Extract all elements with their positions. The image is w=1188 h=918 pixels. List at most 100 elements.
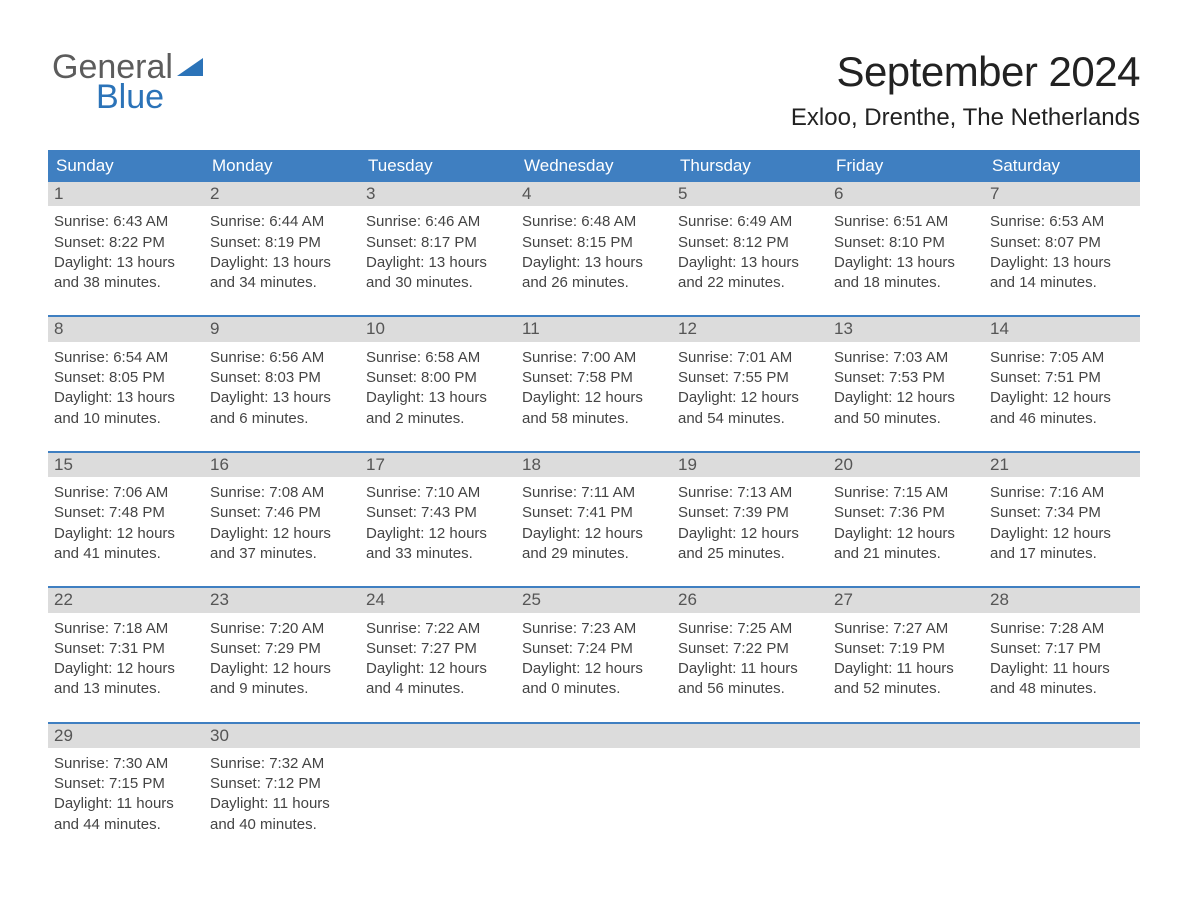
weekday-header: Saturday [984, 150, 1140, 182]
day-day1: Daylight: 11 hours [210, 794, 354, 814]
day-number: 1 [48, 182, 204, 206]
day-day2: and 48 minutes. [990, 679, 1134, 699]
day-day2: and 18 minutes. [834, 273, 978, 293]
day-sunset: Sunset: 7:55 PM [678, 368, 822, 388]
day-sunrise: Sunrise: 6:49 AM [678, 212, 822, 232]
day-sunrise: Sunrise: 7:00 AM [522, 348, 666, 368]
day-sunrise: Sunrise: 7:30 AM [54, 754, 198, 774]
day-cell: Sunrise: 6:56 AMSunset: 8:03 PMDaylight:… [204, 342, 360, 429]
day-sunset: Sunset: 7:48 PM [54, 503, 198, 523]
day-number: 15 [48, 453, 204, 477]
day-day2: and 26 minutes. [522, 273, 666, 293]
day-day2: and 41 minutes. [54, 544, 198, 564]
day-day1: Daylight: 12 hours [210, 659, 354, 679]
day-day1: Daylight: 12 hours [834, 524, 978, 544]
day-day1: Daylight: 13 hours [834, 253, 978, 273]
brand-logo: General Blue [48, 48, 203, 115]
day-cell: Sunrise: 6:54 AMSunset: 8:05 PMDaylight:… [48, 342, 204, 429]
day-day2: and 37 minutes. [210, 544, 354, 564]
day-sunrise: Sunrise: 6:53 AM [990, 212, 1134, 232]
day-sunrise: Sunrise: 7:20 AM [210, 619, 354, 639]
day-cell: Sunrise: 7:27 AMSunset: 7:19 PMDaylight:… [828, 613, 984, 700]
day-number: 30 [204, 724, 360, 748]
day-sunrise: Sunrise: 7:05 AM [990, 348, 1134, 368]
day-cell: Sunrise: 7:13 AMSunset: 7:39 PMDaylight:… [672, 477, 828, 564]
day-day2: and 0 minutes. [522, 679, 666, 699]
day-number: 14 [984, 317, 1140, 341]
day-sunrise: Sunrise: 7:22 AM [366, 619, 510, 639]
day-cell [360, 748, 516, 835]
day-sunset: Sunset: 8:07 PM [990, 233, 1134, 253]
day-sunset: Sunset: 7:41 PM [522, 503, 666, 523]
day-number: 19 [672, 453, 828, 477]
day-day1: Daylight: 12 hours [678, 524, 822, 544]
day-sunrise: Sunrise: 6:58 AM [366, 348, 510, 368]
day-sunset: Sunset: 8:17 PM [366, 233, 510, 253]
day-day1: Daylight: 12 hours [366, 524, 510, 544]
day-sunset: Sunset: 7:29 PM [210, 639, 354, 659]
day-cell: Sunrise: 7:00 AMSunset: 7:58 PMDaylight:… [516, 342, 672, 429]
day-sunrise: Sunrise: 7:18 AM [54, 619, 198, 639]
day-number: 25 [516, 588, 672, 612]
day-sunset: Sunset: 7:22 PM [678, 639, 822, 659]
day-cell: Sunrise: 6:43 AMSunset: 8:22 PMDaylight:… [48, 206, 204, 293]
day-cell [516, 748, 672, 835]
day-sunset: Sunset: 7:31 PM [54, 639, 198, 659]
day-number: 26 [672, 588, 828, 612]
day-cell: Sunrise: 7:30 AMSunset: 7:15 PMDaylight:… [48, 748, 204, 835]
day-number: 16 [204, 453, 360, 477]
day-number: 4 [516, 182, 672, 206]
day-sunrise: Sunrise: 7:28 AM [990, 619, 1134, 639]
day-sunrise: Sunrise: 6:48 AM [522, 212, 666, 232]
day-day1: Daylight: 11 hours [990, 659, 1134, 679]
day-cell: Sunrise: 6:51 AMSunset: 8:10 PMDaylight:… [828, 206, 984, 293]
day-day1: Daylight: 12 hours [834, 388, 978, 408]
weekday-header: Wednesday [516, 150, 672, 182]
day-number: 2 [204, 182, 360, 206]
day-number: 23 [204, 588, 360, 612]
day-cell: Sunrise: 7:10 AMSunset: 7:43 PMDaylight:… [360, 477, 516, 564]
day-sunset: Sunset: 7:43 PM [366, 503, 510, 523]
day-cell: Sunrise: 7:15 AMSunset: 7:36 PMDaylight:… [828, 477, 984, 564]
day-day1: Daylight: 12 hours [990, 524, 1134, 544]
weekday-header: Tuesday [360, 150, 516, 182]
day-sunrise: Sunrise: 6:54 AM [54, 348, 198, 368]
day-cell: Sunrise: 6:46 AMSunset: 8:17 PMDaylight:… [360, 206, 516, 293]
day-cell [984, 748, 1140, 835]
day-day1: Daylight: 13 hours [210, 253, 354, 273]
day-sunrise: Sunrise: 7:16 AM [990, 483, 1134, 503]
day-sunset: Sunset: 7:39 PM [678, 503, 822, 523]
day-sunrise: Sunrise: 7:27 AM [834, 619, 978, 639]
day-day2: and 2 minutes. [366, 409, 510, 429]
month-title: September 2024 [791, 48, 1140, 96]
day-cell: Sunrise: 6:53 AMSunset: 8:07 PMDaylight:… [984, 206, 1140, 293]
brand-triangle-icon [177, 48, 203, 84]
day-cell: Sunrise: 7:05 AMSunset: 7:51 PMDaylight:… [984, 342, 1140, 429]
day-sunrise: Sunrise: 7:13 AM [678, 483, 822, 503]
day-sunrise: Sunrise: 6:44 AM [210, 212, 354, 232]
day-number [828, 724, 984, 748]
day-sunset: Sunset: 7:58 PM [522, 368, 666, 388]
day-sunrise: Sunrise: 7:10 AM [366, 483, 510, 503]
day-sunrise: Sunrise: 7:08 AM [210, 483, 354, 503]
day-cell: Sunrise: 7:01 AMSunset: 7:55 PMDaylight:… [672, 342, 828, 429]
day-day1: Daylight: 12 hours [990, 388, 1134, 408]
day-day2: and 10 minutes. [54, 409, 198, 429]
day-day2: and 6 minutes. [210, 409, 354, 429]
day-sunrise: Sunrise: 7:23 AM [522, 619, 666, 639]
day-day2: and 14 minutes. [990, 273, 1134, 293]
day-day1: Daylight: 11 hours [678, 659, 822, 679]
weekday-header: Thursday [672, 150, 828, 182]
day-day2: and 44 minutes. [54, 815, 198, 835]
day-cell: Sunrise: 7:22 AMSunset: 7:27 PMDaylight:… [360, 613, 516, 700]
day-cell: Sunrise: 7:20 AMSunset: 7:29 PMDaylight:… [204, 613, 360, 700]
day-sunrise: Sunrise: 7:03 AM [834, 348, 978, 368]
day-number: 8 [48, 317, 204, 341]
day-cell: Sunrise: 7:03 AMSunset: 7:53 PMDaylight:… [828, 342, 984, 429]
day-sunset: Sunset: 8:10 PM [834, 233, 978, 253]
day-day1: Daylight: 13 hours [210, 388, 354, 408]
brand-line2: Blue [96, 80, 203, 116]
day-sunrise: Sunrise: 6:51 AM [834, 212, 978, 232]
day-day2: and 17 minutes. [990, 544, 1134, 564]
day-number [984, 724, 1140, 748]
